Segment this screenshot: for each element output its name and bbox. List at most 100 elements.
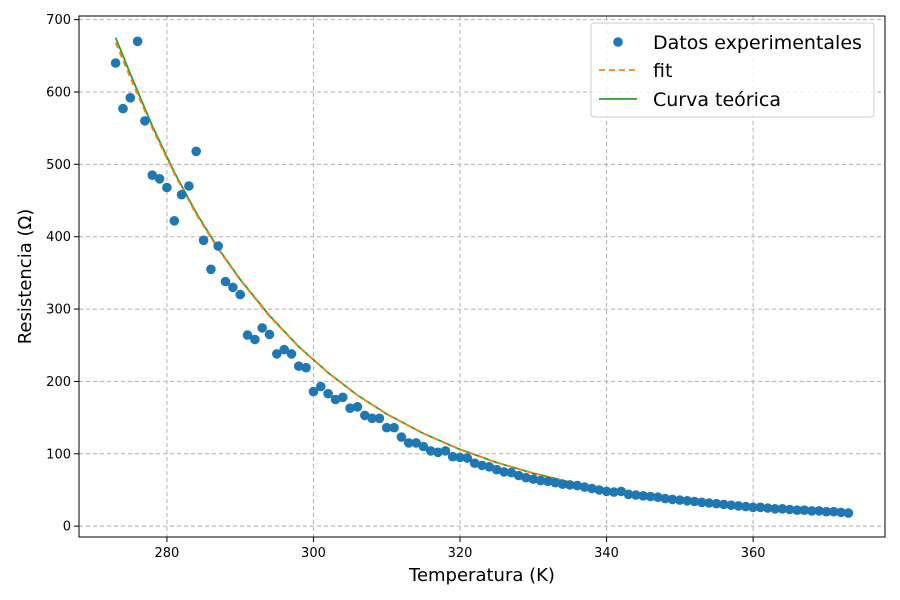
data-point bbox=[506, 467, 517, 478]
data-point bbox=[682, 496, 692, 506]
data-point bbox=[220, 276, 231, 287]
data-point bbox=[455, 452, 465, 463]
data-point bbox=[235, 289, 245, 300]
data-point bbox=[264, 329, 275, 340]
data-point bbox=[806, 506, 817, 516]
data-point bbox=[843, 508, 854, 518]
data-point bbox=[118, 103, 128, 114]
data-point bbox=[279, 344, 290, 355]
data-point bbox=[338, 392, 348, 403]
data-point bbox=[469, 458, 480, 469]
y-tick-label: 600 bbox=[46, 85, 71, 100]
data-point bbox=[477, 460, 487, 471]
y-tick-label: 300 bbox=[46, 303, 71, 318]
data-point bbox=[733, 501, 744, 511]
y-tick-label: 500 bbox=[46, 158, 71, 173]
data-point bbox=[704, 498, 714, 508]
data-point bbox=[213, 241, 223, 251]
data-point bbox=[367, 413, 377, 424]
data-point bbox=[228, 282, 238, 293]
x-tick-label: 280 bbox=[155, 546, 180, 561]
data-point bbox=[799, 505, 810, 515]
x-tick-label: 320 bbox=[448, 546, 473, 561]
data-point bbox=[821, 506, 832, 517]
data-point bbox=[418, 441, 429, 452]
x-axis-label: Temperatura (K) bbox=[408, 565, 555, 586]
data-point bbox=[741, 501, 751, 512]
data-point bbox=[828, 506, 839, 517]
data-point bbox=[792, 505, 802, 515]
data-point bbox=[616, 486, 626, 497]
data-point bbox=[316, 381, 326, 392]
data-point bbox=[726, 500, 736, 511]
legend-marker-points bbox=[613, 37, 623, 47]
data-point bbox=[184, 181, 194, 191]
data-point bbox=[645, 491, 656, 502]
data-point bbox=[513, 470, 524, 481]
legend-box bbox=[590, 22, 875, 118]
data-point bbox=[257, 323, 268, 333]
data-point bbox=[631, 490, 641, 500]
data-point bbox=[711, 498, 722, 509]
data-point bbox=[777, 504, 788, 514]
data-point bbox=[543, 476, 553, 487]
data-point bbox=[748, 502, 758, 513]
data-point bbox=[176, 189, 187, 200]
data-point bbox=[653, 492, 663, 503]
data-point bbox=[572, 480, 583, 491]
x-tick-label: 300 bbox=[301, 546, 326, 561]
data-point bbox=[587, 483, 597, 494]
y-tick-label: 700 bbox=[46, 13, 71, 28]
data-point bbox=[147, 170, 158, 180]
y-tick-label: 400 bbox=[46, 230, 71, 245]
data-point bbox=[623, 489, 634, 500]
grid bbox=[79, 16, 885, 537]
data-point bbox=[609, 487, 619, 497]
data-point bbox=[491, 464, 502, 475]
data-point bbox=[784, 504, 795, 515]
x-tick-label: 340 bbox=[594, 546, 619, 561]
x-axis: 280 300 320 340 360 bbox=[155, 537, 766, 561]
data-point bbox=[191, 146, 201, 157]
data-point bbox=[462, 453, 473, 463]
data-point bbox=[638, 491, 648, 501]
y-tick-label: 200 bbox=[46, 375, 71, 390]
data-point bbox=[286, 349, 297, 359]
data-point bbox=[396, 432, 407, 442]
data-point bbox=[667, 494, 678, 505]
data-point bbox=[499, 467, 509, 477]
data-point bbox=[440, 446, 451, 456]
data-point bbox=[154, 174, 165, 184]
data-point bbox=[535, 475, 546, 486]
data-point bbox=[198, 235, 209, 246]
data-point bbox=[140, 116, 150, 126]
y-tick-label: 100 bbox=[46, 447, 71, 462]
data-point bbox=[521, 472, 531, 483]
data-point bbox=[433, 447, 443, 458]
data-point bbox=[601, 486, 612, 497]
legend-label: Curva teórica bbox=[653, 89, 781, 111]
data-point bbox=[557, 479, 568, 490]
data-point bbox=[125, 93, 136, 103]
legend: Datos experimentales fit Curva teórica bbox=[590, 22, 875, 118]
data-point bbox=[132, 36, 143, 47]
data-point bbox=[389, 422, 399, 433]
data-point bbox=[594, 485, 604, 495]
data-point bbox=[836, 507, 846, 518]
legend-label: fit bbox=[653, 60, 672, 82]
data-point bbox=[294, 361, 304, 372]
data-point bbox=[660, 493, 670, 504]
legend-label: Datos experimentales bbox=[653, 32, 862, 54]
data-point bbox=[308, 386, 319, 397]
data-point bbox=[770, 504, 780, 514]
y-axis-label: Resistencia (Ω) bbox=[15, 209, 36, 345]
data-point bbox=[814, 506, 824, 516]
data-point bbox=[719, 499, 729, 510]
data-point bbox=[352, 402, 363, 412]
x-tick-label: 360 bbox=[741, 546, 766, 561]
data-point bbox=[374, 413, 385, 424]
data-point bbox=[330, 394, 341, 405]
data-point bbox=[250, 334, 260, 345]
data-point bbox=[763, 503, 773, 513]
